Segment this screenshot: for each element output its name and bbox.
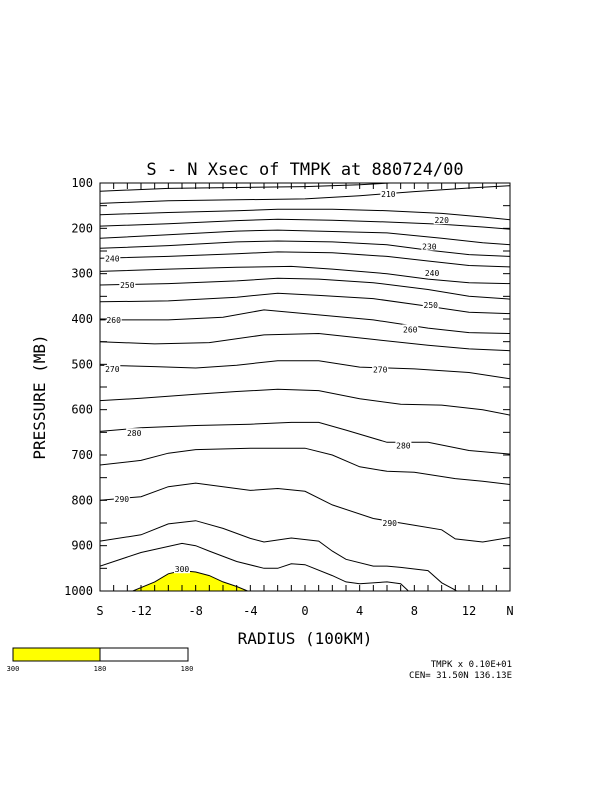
contour-label-220: 220: [434, 216, 449, 225]
contour-label-bg-15: [174, 564, 190, 574]
contour-label-bg-11: [126, 428, 143, 438]
contour-label-bg-12: [395, 440, 412, 450]
fill-region-layer: [132, 570, 248, 591]
x-tick-label-12: 12: [462, 604, 476, 618]
y-tick-label-900: 900: [71, 539, 93, 553]
contour-label-300: 300: [175, 565, 190, 574]
y-tick-label-700: 700: [71, 448, 93, 462]
contour-line-unlabeled-11: [100, 332, 510, 352]
contour-line-270: [100, 360, 510, 380]
colorbar-label-3: 180: [181, 665, 194, 673]
colorbar-empty-swatch: [99, 647, 189, 662]
contour-label-260: 260: [106, 316, 121, 325]
contour-label-240: 240: [425, 269, 440, 278]
contour-line-unlabeled-5: [100, 240, 510, 257]
contour-label-bg-5: [119, 280, 136, 289]
contour-line-220: [100, 208, 510, 221]
contour-line-290: [100, 482, 510, 543]
contour-line-unlabeled-7: [100, 265, 510, 285]
x-axis-label: RADIUS (100KM): [238, 629, 373, 648]
contour-label-bg-10: [372, 364, 389, 374]
contour-label-bg-4: [424, 268, 441, 278]
x-tick-label-N: N: [506, 604, 513, 618]
y-tick-label-500: 500: [71, 357, 93, 371]
y-tick-label-200: 200: [71, 221, 93, 235]
y-tick-labels: 100 200 300 400 500 600 700 800 900 1000: [64, 176, 93, 598]
contour-line-240: [100, 251, 510, 268]
contour-label-bg-1: [433, 215, 450, 225]
contour-layer: [100, 183, 510, 591]
contour-label-210: 210: [381, 190, 396, 199]
contour-label-250: 250: [120, 281, 135, 290]
contour-line-unlabeled-9: [100, 292, 510, 315]
contour-line-unlabeled-13: [100, 388, 510, 416]
x-tick-label-8: 8: [411, 604, 418, 618]
contour-label-bg-6: [422, 299, 439, 309]
contour-label-bg-14: [381, 518, 398, 527]
contour-label-240: 240: [105, 254, 120, 263]
contour-label-290: 290: [115, 495, 130, 504]
x-tick-labels: S -12 -8 -4 0 4 8 12 N: [96, 604, 513, 618]
x-tick-label--12: -12: [130, 604, 152, 618]
contour-label-layer: 210 220 230 240 240 250 250 260 260 270 270 280 280 2…: [104, 188, 450, 574]
contour-label-bg-7: [105, 314, 122, 324]
y-tick-label-100: 100: [71, 176, 93, 190]
y-tick-label-800: 800: [71, 493, 93, 507]
x-tick-label--4: -4: [243, 604, 257, 618]
contour-label-280: 280: [127, 429, 142, 438]
y-tick-label-1000: 1000: [64, 584, 93, 598]
contour-label-bg-0: [380, 188, 397, 198]
contour-line-unlabeled-3: [100, 218, 510, 230]
contour-label-290: 290: [383, 519, 398, 528]
y-tick-label-400: 400: [71, 312, 93, 326]
x-tick-label-0: 0: [301, 604, 308, 618]
x-tick-label-4: 4: [356, 604, 363, 618]
contour-label-270: 270: [373, 365, 388, 374]
contour-label-230: 230: [422, 242, 437, 251]
x-tick-label-S: S: [96, 604, 103, 618]
colorbar-label-2: 180: [94, 665, 107, 673]
contour-label-bg-9: [104, 363, 121, 373]
contour-label-bg-3: [104, 253, 121, 263]
scale-note: TMPK x 0.10E+01: [431, 660, 512, 670]
contour-line-260: [100, 309, 510, 334]
contour-line-280: [100, 421, 510, 455]
y-axis-label: PRESSURE (MB): [30, 334, 49, 459]
contour-label-270: 270: [105, 365, 120, 374]
contour-label-280: 280: [396, 441, 411, 450]
colorbar-label-1: 300: [7, 665, 20, 673]
y-tick-label-300: 300: [71, 267, 93, 281]
y-tick-label-600: 600: [71, 403, 93, 417]
contour-label-250: 250: [424, 301, 439, 310]
contour-line-230: [100, 229, 510, 246]
contour-line-unlabeled-18: [100, 542, 409, 591]
contour-label-bg-2: [421, 241, 438, 251]
plot-frame: [99, 182, 511, 592]
center-note: CEN= 31.50N 136.13E: [409, 671, 512, 681]
tick-mark-layer: [99, 182, 511, 592]
x-tick-label--8: -8: [188, 604, 202, 618]
contour-label-bg-8: [402, 324, 419, 334]
contour-line-unlabeled-17: [100, 520, 458, 591]
chart-title: S - N Xsec of TMPK at 880724/00: [146, 160, 463, 180]
contour-label-bg-13: [113, 493, 130, 503]
contour-line-250: [100, 277, 510, 300]
contour-line-unlabeled-1: [100, 185, 510, 204]
contour-label-260: 260: [403, 325, 418, 334]
colorbar-fill-swatch: [12, 647, 101, 662]
warm-fill-region: [132, 570, 248, 591]
contour-line-unlabeled-15: [100, 447, 510, 485]
